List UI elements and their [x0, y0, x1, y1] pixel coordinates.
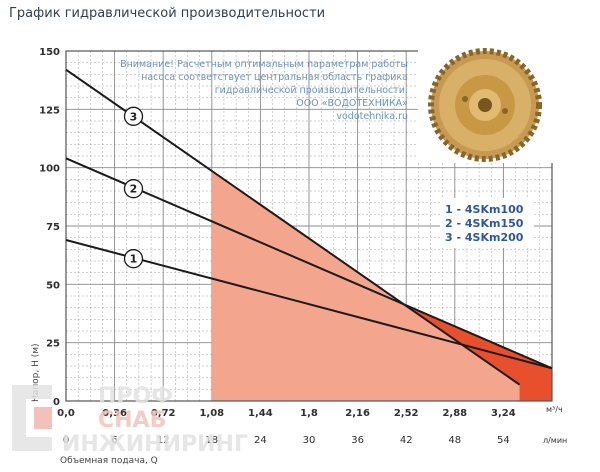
x-tick-label-top: 0,0: [57, 408, 75, 419]
legend: 1 - 4SKm100 2 - 4SKm150 3 - 4SKm200: [445, 203, 524, 244]
legend-item-3: 3 - 4SKm200: [445, 231, 524, 244]
notice-line-2: насоса соответствует центральная область…: [141, 72, 408, 83]
x-tick-label-top: 1,44: [248, 408, 273, 419]
x-tick-label-bottom: 0: [63, 435, 69, 446]
curve-line-1: [65, 239, 553, 370]
x-tick-label-bottom: 18: [205, 435, 218, 446]
curve-marker-3: [123, 106, 144, 126]
x-tick-label-bottom: 36: [351, 435, 364, 446]
y-axis-label: Напор, Н (м): [31, 343, 41, 402]
watermark-logo-icon: [12, 385, 52, 451]
x-tick-label-bottom: 54: [497, 435, 510, 446]
x-tick-label-top: 1,8: [300, 408, 318, 419]
x-axis-label: Объемная подача, Q: [60, 456, 158, 466]
curve-line-2: [65, 157, 553, 370]
notice-text: Внимание! Расчетным оптимальным параметр…: [120, 59, 408, 122]
x-tick-label-top: 0,72: [151, 408, 176, 419]
y-tick-label: 0: [53, 397, 60, 408]
x-unit-bottom: л/мин: [543, 436, 567, 445]
y-tick-label: 75: [46, 222, 60, 233]
x-tick-label-top: 2,52: [394, 408, 419, 419]
x-tick-label-bottom: 24: [254, 435, 267, 446]
x-tick-label-top: 2,16: [345, 408, 370, 419]
curve-marker-2: [123, 179, 144, 199]
y-tick-label: 100: [39, 164, 60, 175]
y-tick-label: 150: [39, 47, 60, 58]
watermark-line-1: ПРОФ: [98, 384, 173, 409]
axis-ticks: 0 25 50 75 100 125 150 0,0 0,36 0,72 1,08 1,44 1,8 2,…: [39, 47, 516, 446]
curve-label-1: 1: [130, 253, 138, 266]
x-tick-label-bottom: 42: [400, 435, 413, 446]
x-tick-label-bottom: 12: [157, 435, 170, 446]
y-tick-label: 125: [39, 105, 60, 116]
plot-border: [65, 50, 553, 402]
x-tick-label-top: 1,08: [199, 408, 224, 419]
impeller-image: [418, 48, 553, 163]
plot-frame: [65, 50, 553, 402]
curve-label-3: 3: [130, 110, 138, 123]
curve-marker-1: [123, 249, 144, 269]
watermark: ПРОФ СНАБ ИНЖИНИРИНГ: [12, 384, 248, 457]
x-tick-label-bottom: 48: [448, 435, 461, 446]
x-unit-top: м³/ч: [546, 405, 563, 414]
curve-line-3: [65, 68, 521, 386]
x-tick-label-bottom: 6: [111, 435, 117, 446]
legend-item-1: 1 - 4SKm100: [445, 203, 524, 216]
pump-curves: 1 2 3: [65, 68, 553, 386]
watermark-line-3: ИНЖИНИРИНГ: [62, 432, 248, 457]
y-tick-label: 25: [46, 339, 60, 350]
notice-line-5: vodotehnika.ru: [336, 111, 408, 122]
y-tick-label: 50: [46, 280, 60, 291]
curve-label-2: 2: [130, 183, 138, 196]
notice-line-1: Внимание! Расчетным оптимальным параметр…: [120, 59, 408, 70]
legend-item-2: 2 - 4SKm150: [445, 217, 524, 230]
x-tick-label-top: 3,24: [491, 408, 516, 419]
x-tick-label-top: 0,36: [102, 408, 127, 419]
x-tick-label-bottom: 30: [303, 435, 316, 446]
notice-line-4: ООО «ВОДОТЕХНИКА»: [296, 98, 408, 109]
watermark-line-2: СНАБ: [98, 408, 166, 433]
operating-range-area: [211, 170, 553, 401]
operating-area-dark: [403, 304, 552, 401]
notice-line-3: гидравлической производительности.: [215, 85, 408, 96]
x-tick-label-top: 2,88: [442, 408, 467, 419]
legend-background: [440, 198, 534, 248]
page-title: График гидравлической производительности: [9, 6, 326, 21]
